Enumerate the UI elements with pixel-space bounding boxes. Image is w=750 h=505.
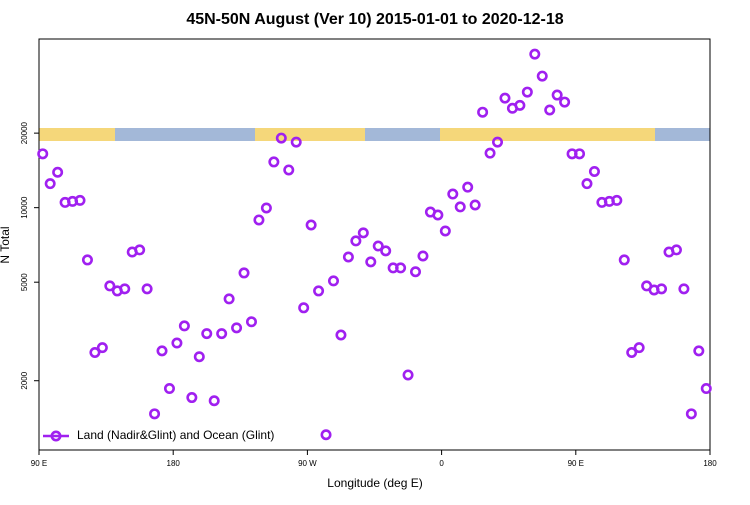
point [186, 392, 198, 404]
y-tick-label: 10000 [20, 196, 29, 219]
point [193, 351, 205, 363]
point [492, 136, 504, 148]
point [581, 178, 593, 190]
x-tick-label: 90 E [568, 459, 584, 468]
point [163, 383, 175, 395]
point [685, 408, 697, 420]
point [574, 148, 586, 160]
y-tick-label: 5000 [20, 273, 29, 291]
point [410, 266, 422, 278]
point [618, 254, 630, 266]
point [327, 275, 339, 287]
point [402, 369, 414, 381]
point [417, 250, 429, 262]
point [551, 89, 563, 101]
point [298, 302, 310, 314]
point [499, 92, 511, 104]
point [559, 96, 571, 108]
point [260, 202, 272, 214]
point [149, 408, 161, 420]
point [544, 104, 556, 116]
point [96, 342, 108, 354]
point [216, 328, 228, 340]
point [529, 48, 541, 60]
point [290, 136, 302, 148]
x-tick-label: 0 [439, 459, 444, 468]
point [89, 347, 101, 359]
point [171, 337, 183, 349]
x-tick-label: 90 E [31, 459, 47, 468]
point [238, 267, 250, 279]
y-tick-label: 20000 [20, 121, 29, 144]
point [223, 293, 235, 305]
point [469, 199, 481, 211]
point [521, 86, 533, 98]
point [477, 106, 489, 118]
point [52, 166, 64, 178]
legend-label: Land (Nadir&Glint) and Ocean (Glint) [77, 428, 274, 442]
point [37, 148, 49, 160]
point [357, 227, 369, 239]
point [588, 165, 600, 177]
plot-frame [38, 38, 711, 451]
x-tick-label: 180 [167, 459, 181, 468]
point [439, 225, 451, 237]
point [283, 164, 295, 176]
point [514, 99, 526, 111]
point [141, 283, 153, 295]
point [275, 132, 287, 144]
land [39, 128, 115, 141]
land [255, 128, 365, 141]
y-axis-label: N Total [0, 226, 12, 263]
x-axis-label: Longitude (deg E) [327, 476, 422, 490]
point [253, 214, 265, 226]
point [678, 283, 690, 295]
point [313, 285, 325, 297]
point [462, 181, 474, 193]
point [156, 345, 168, 357]
point [320, 429, 332, 441]
point [305, 219, 317, 231]
point [372, 240, 384, 252]
point [633, 342, 645, 354]
chart-title: 45N-50N August (Ver 10) 2015-01-01 to 20… [186, 11, 563, 28]
point [335, 329, 347, 341]
land [440, 128, 655, 141]
point [454, 201, 466, 213]
point [693, 345, 705, 357]
point [700, 383, 712, 395]
point [395, 262, 407, 274]
point [342, 251, 354, 263]
point [119, 283, 131, 295]
point [626, 347, 638, 359]
x-tick-label: 180 [703, 459, 717, 468]
point [134, 244, 146, 256]
point [611, 194, 623, 206]
point [536, 70, 548, 82]
point [208, 395, 220, 407]
point [178, 320, 190, 332]
point [350, 235, 362, 247]
point [484, 147, 496, 159]
point [365, 256, 377, 268]
point [44, 178, 56, 190]
point [81, 254, 93, 266]
y-tick-label: 2000 [20, 371, 29, 389]
land-ocean-strip [39, 128, 710, 141]
point [245, 316, 257, 328]
point [74, 194, 86, 206]
point [656, 283, 668, 295]
x-tick-label: 90 W [298, 459, 317, 468]
point [231, 322, 243, 334]
point [447, 188, 459, 200]
point [201, 328, 213, 340]
point [432, 209, 444, 221]
legend-marker [50, 430, 62, 442]
point [670, 244, 682, 256]
point [268, 156, 280, 168]
point [104, 280, 116, 292]
point [380, 245, 392, 257]
